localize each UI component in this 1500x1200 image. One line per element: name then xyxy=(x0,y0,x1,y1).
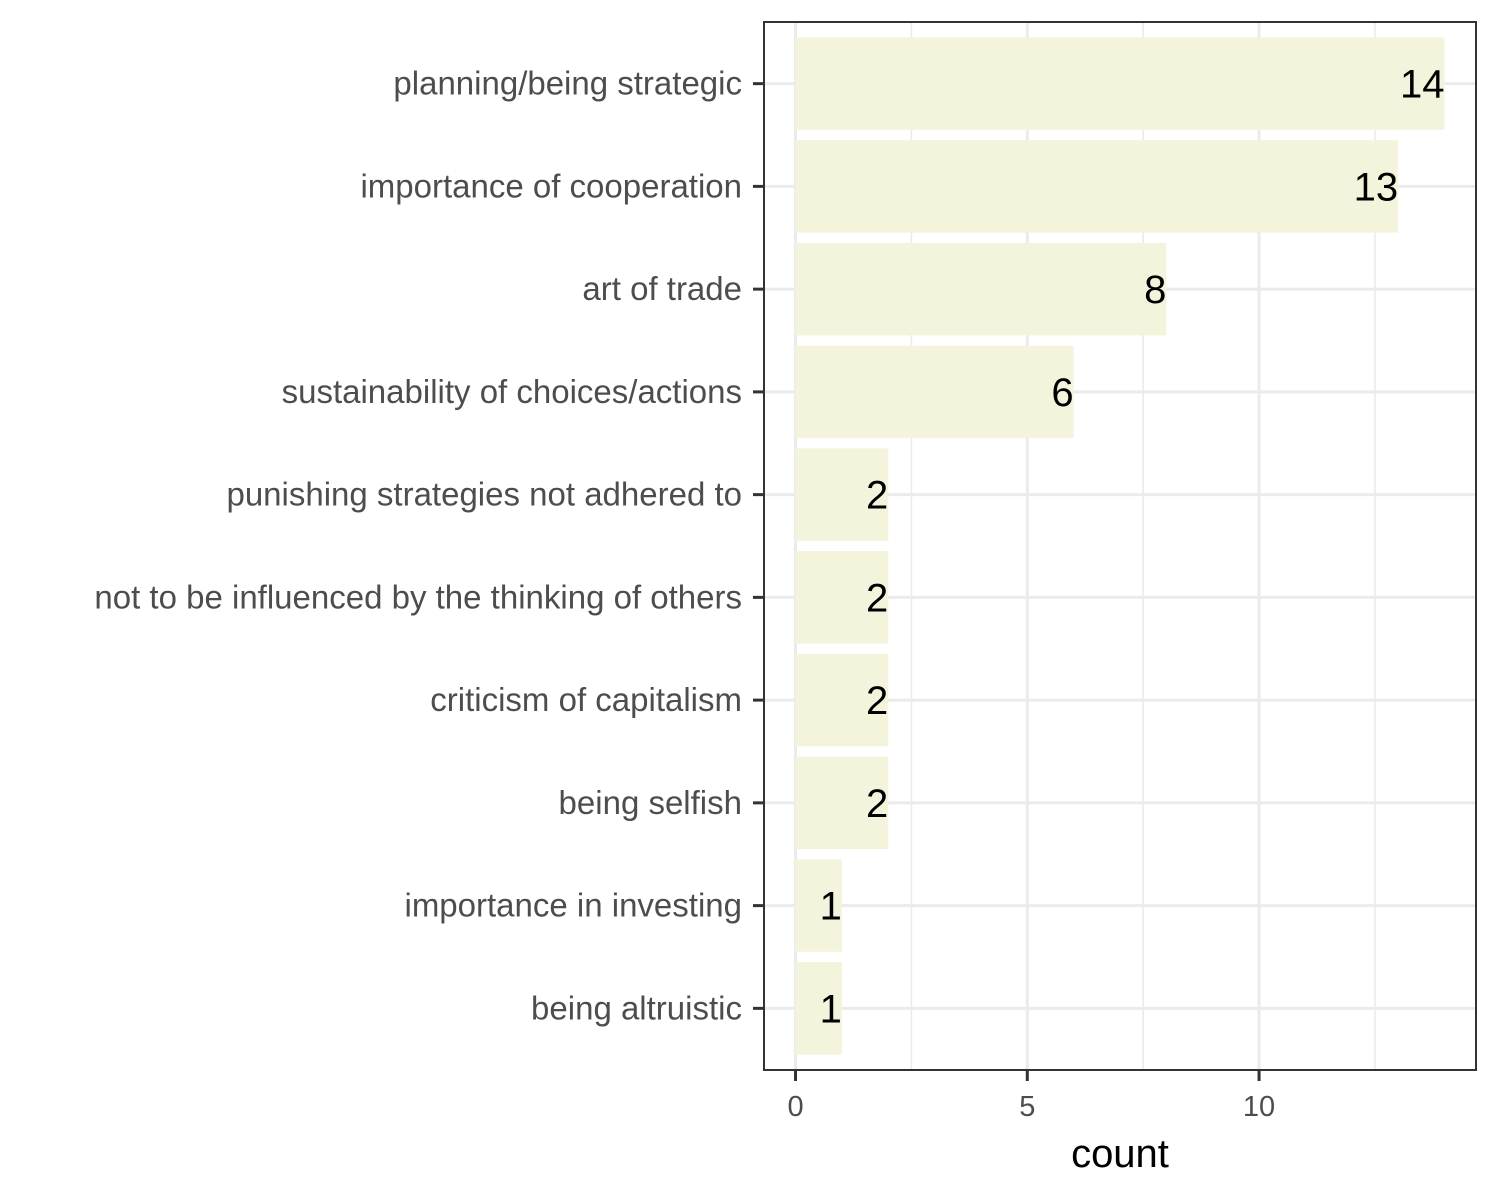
bar xyxy=(795,653,889,747)
data-label: 2 xyxy=(866,679,888,723)
category-label: being selfish xyxy=(559,784,742,821)
x-axis: 0 5 10 xyxy=(787,1070,1275,1123)
x-tick-label: 5 xyxy=(1019,1091,1035,1123)
data-labels: 14 13 8 6 2 2 2 2 1 1 xyxy=(820,63,1445,1032)
x-tick-label: 0 xyxy=(787,1091,803,1123)
data-label: 2 xyxy=(866,576,888,620)
bars xyxy=(795,37,1445,1055)
bar xyxy=(795,448,889,541)
category-label: importance in investing xyxy=(404,887,742,924)
data-label: 6 xyxy=(1051,371,1073,415)
data-label: 1 xyxy=(820,987,842,1031)
bar xyxy=(795,140,1399,233)
bar xyxy=(795,551,889,644)
data-label: 13 xyxy=(1354,165,1399,209)
x-tick-label: 10 xyxy=(1243,1091,1275,1123)
category-label: criticism of capitalism xyxy=(430,681,742,718)
data-label: 2 xyxy=(866,782,888,826)
category-label: planning/being strategic xyxy=(393,65,742,102)
data-label: 2 xyxy=(866,474,888,518)
data-label: 1 xyxy=(820,885,842,929)
panel-border xyxy=(763,21,1477,1071)
category-label: being altruistic xyxy=(531,989,742,1026)
bar xyxy=(795,345,1074,439)
bar xyxy=(795,242,1167,336)
bar xyxy=(795,37,1445,130)
y-axis: planning/being strategic importance of co… xyxy=(94,65,764,1026)
bar xyxy=(795,962,842,1055)
category-label: art of trade xyxy=(582,270,742,307)
bar xyxy=(795,859,842,952)
x-axis-title: count xyxy=(1071,1132,1169,1176)
category-label: sustainability of choices/actions xyxy=(282,373,742,410)
category-label: punishing strategies not adhered to xyxy=(226,476,742,513)
data-label: 8 xyxy=(1144,268,1166,312)
data-label: 14 xyxy=(1400,63,1445,107)
category-label: importance of cooperation xyxy=(360,167,742,204)
bar xyxy=(795,756,889,850)
category-label: not to be influenced by the thinking of … xyxy=(94,578,742,615)
